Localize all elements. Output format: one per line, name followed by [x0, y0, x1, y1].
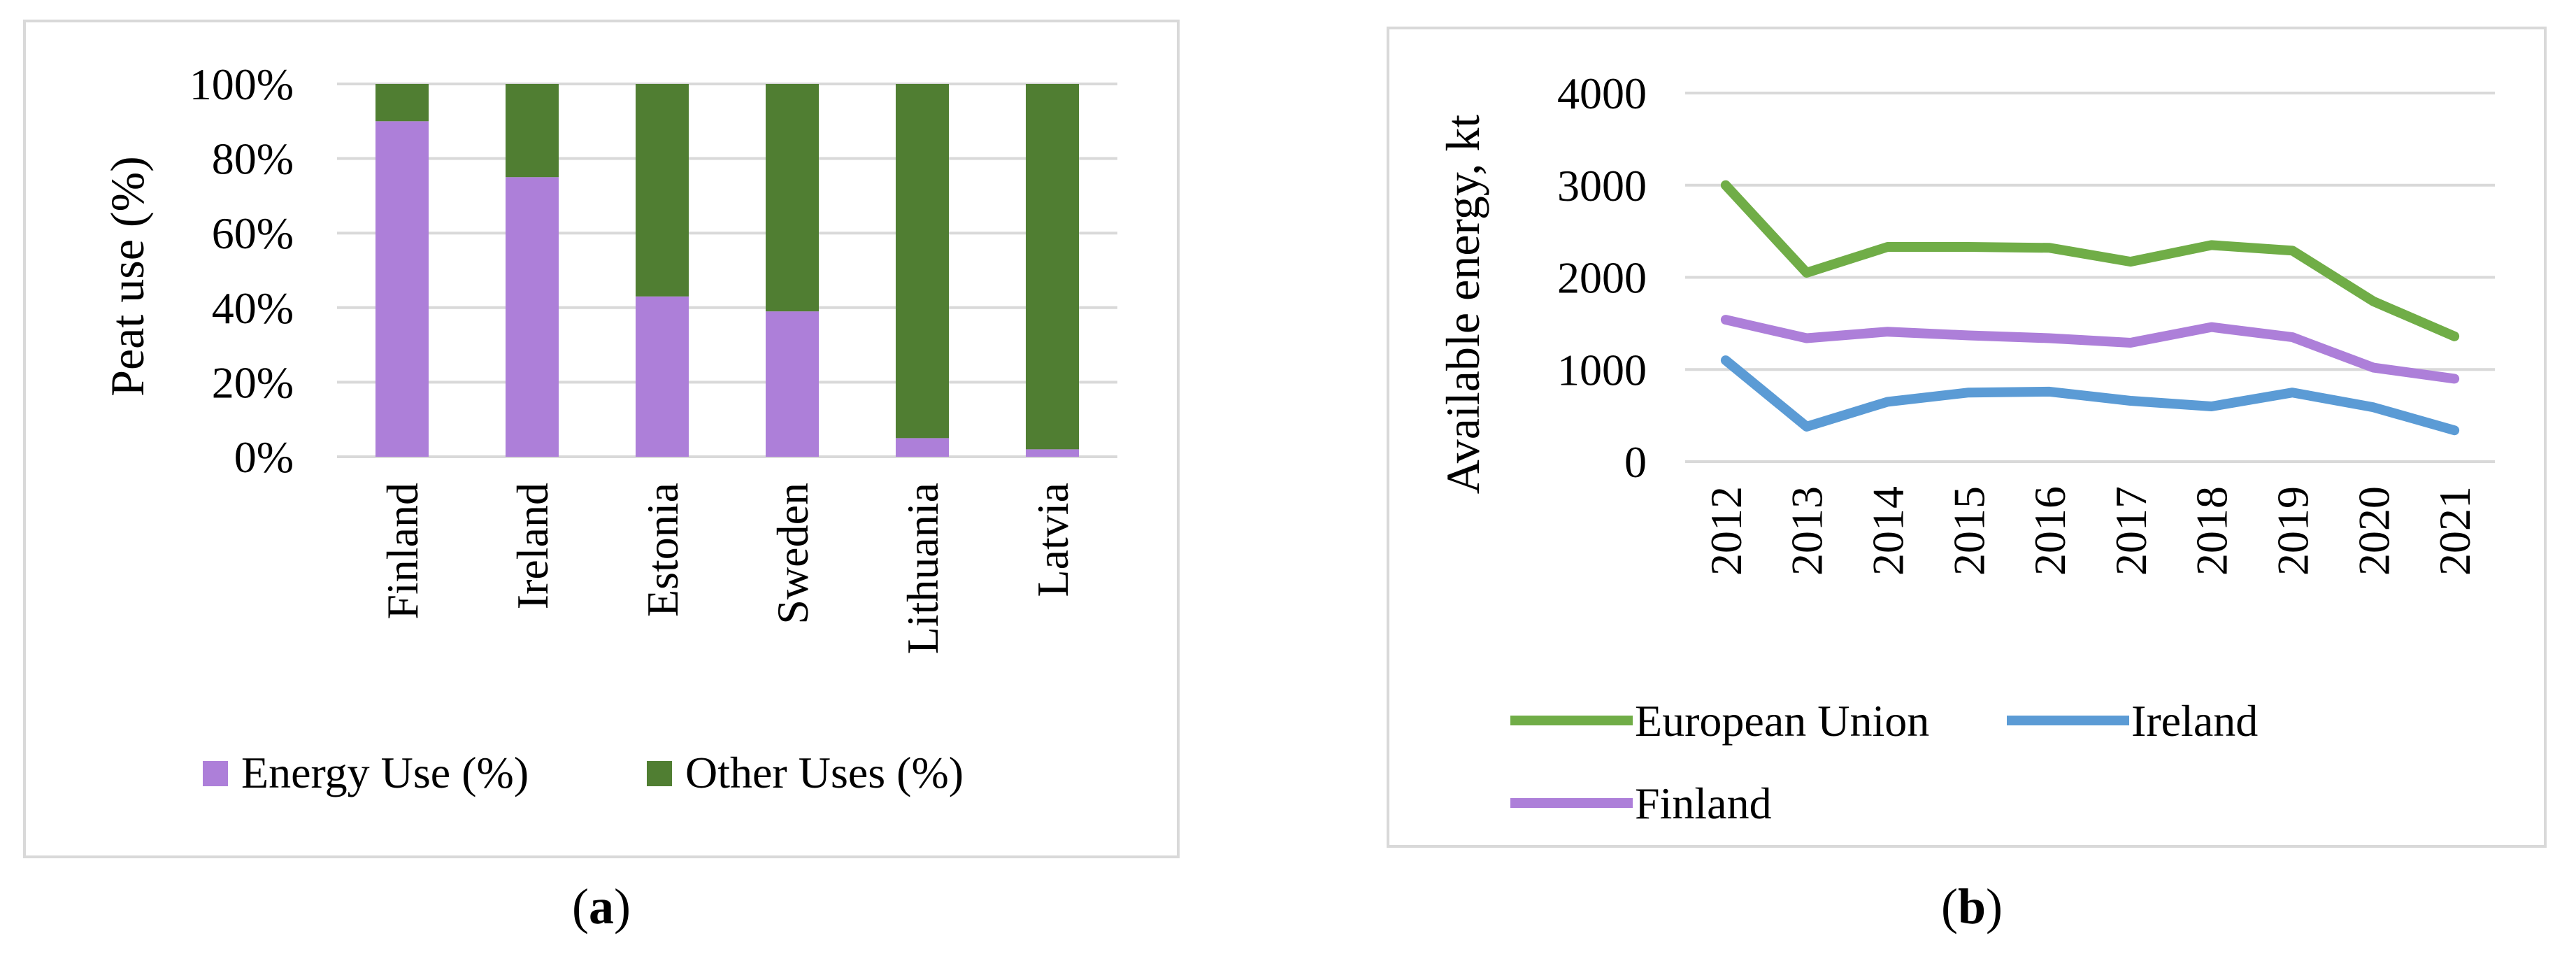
- legend-swatch-energy-use: [203, 761, 228, 786]
- chart-a-panel-label: (a): [572, 879, 631, 935]
- chart-b-lines: [1720, 180, 2460, 436]
- chart-b-y-tick-label: 0: [1624, 437, 1647, 487]
- bar-estonia-energy-use: [636, 296, 689, 457]
- chart-b-x-tick-labels: 2012 2013 2014 2015 2016 2017 2018 2019 2020 2021: [1701, 486, 2480, 576]
- chart-a-y-tick-label: 100%: [189, 59, 294, 109]
- chart-a-y-tick-label: 20%: [212, 357, 294, 407]
- chart-a-x-tick-labels: Finland Ireland Estonia Sweden Lithuania Latv…: [378, 483, 1078, 654]
- bar-finland-other-uses: [375, 84, 429, 122]
- bar-lithuania-other-uses: [896, 84, 949, 439]
- chart-a-frame: [23, 20, 1180, 858]
- bar-lithuania-energy-use: [896, 438, 949, 457]
- line-finland: [1720, 315, 2460, 384]
- bar-finland-energy-use: [375, 121, 429, 457]
- chart-b-legend: European Union Ireland Finland: [1510, 696, 2258, 828]
- chart-a-x-tick-label: Sweden: [768, 483, 817, 625]
- legend-label: Finland: [1635, 779, 1772, 828]
- chart-a-gridlines: [337, 83, 1117, 458]
- bar-ireland-energy-use: [506, 177, 559, 457]
- chart-a-y-axis-title: Peat use (%): [101, 156, 154, 397]
- bar-latvia-energy-use: [1026, 449, 1079, 457]
- bar-sweden-energy-use: [766, 311, 819, 457]
- chart-b-x-tick-label: 2014: [1863, 486, 1913, 576]
- chart-b-x-tick-label: 2017: [2106, 486, 2156, 576]
- chart-b-x-tick-label: 2013: [1782, 486, 1832, 576]
- chart-a-x-tick-label: Ireland: [508, 483, 557, 609]
- chart-b-y-axis-title: Available energy, kt: [1436, 115, 1489, 495]
- chart-b-x-tick-label: 2019: [2268, 486, 2318, 576]
- chart-a-legend: Energy Use (%) Other Uses (%): [203, 748, 964, 797]
- legend-label: Ireland: [2131, 696, 2258, 746]
- legend-swatch-other-uses: [647, 761, 672, 786]
- chart-b-y-tick-labels: 0 1000 2000 3000 4000: [1557, 69, 1647, 487]
- chart-b-x-tick-label: 2018: [2187, 486, 2237, 576]
- chart-a-x-tick-label: Lithuania: [898, 483, 947, 654]
- chart-b-y-tick-label: 3000: [1557, 161, 1647, 211]
- chart-a-y-tick-label: 80%: [212, 134, 294, 184]
- chart-b-x-tick-label: 2016: [2025, 486, 2075, 576]
- chart-a-x-tick-label: Latvia: [1028, 483, 1078, 597]
- chart-b-y-tick-label: 1000: [1557, 345, 1647, 395]
- chart-b-x-tick-label: 2020: [2349, 486, 2398, 576]
- legend-label: European Union: [1635, 696, 1929, 746]
- chart-b-y-tick-label: 4000: [1557, 69, 1647, 118]
- chart-a-bars: [375, 84, 1079, 457]
- line-european-union: [1720, 180, 2460, 341]
- bar-estonia-other-uses: [636, 84, 689, 297]
- chart-b-x-tick-label: 2021: [2430, 486, 2480, 576]
- chart-a-y-tick-label: 40%: [212, 283, 294, 333]
- chart-a-x-tick-label: Estonia: [638, 483, 687, 617]
- line-ireland: [1720, 355, 2460, 436]
- bar-sweden-other-uses: [766, 84, 819, 312]
- chart-b-y-tick-label: 2000: [1557, 253, 1647, 303]
- bar-ireland-other-uses: [506, 84, 559, 178]
- chart-a-y-tick-label: 0%: [234, 432, 294, 482]
- chart-a: 0% 20% 40% 60% 80% 100% Finland Ireland Estonia…: [23, 20, 1180, 935]
- chart-b-x-tick-label: 2012: [1701, 486, 1751, 576]
- chart-b-frame: [1387, 27, 2547, 848]
- chart-a-y-tick-label: 60%: [212, 208, 294, 258]
- chart-b-gridlines: [1685, 92, 2495, 463]
- chart-a-x-tick-label: Finland: [378, 483, 427, 620]
- legend-label: Other Uses (%): [685, 748, 964, 797]
- bar-latvia-other-uses: [1026, 84, 1079, 450]
- chart-a-y-tick-labels: 0% 20% 40% 60% 80% 100%: [189, 59, 294, 482]
- chart-b-x-tick-label: 2015: [1944, 486, 1994, 576]
- legend-label: Energy Use (%): [241, 748, 529, 797]
- chart-b-panel-label: (b): [1941, 879, 2003, 935]
